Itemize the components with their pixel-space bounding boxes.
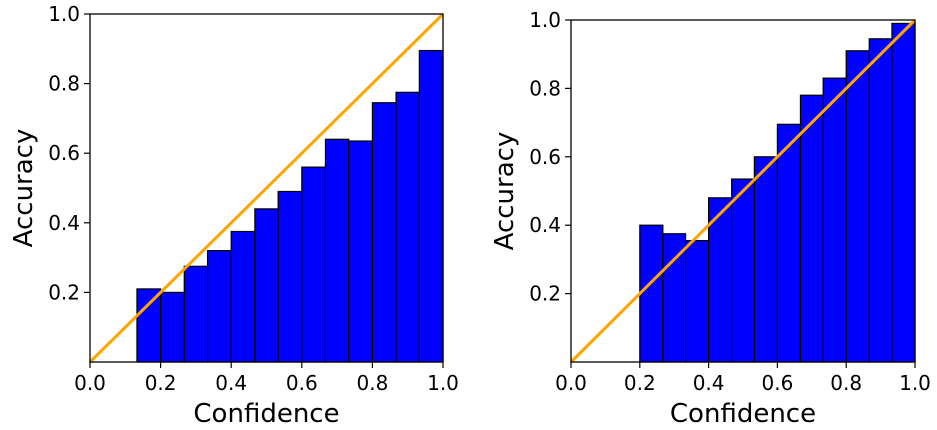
bar: [799, 94, 824, 363]
y-tick-label: 0.4: [529, 213, 561, 237]
perfect-calibration-line: [88, 12, 445, 364]
bar: [639, 224, 664, 363]
y-tick-label: 0.4: [48, 211, 80, 235]
bar: [206, 250, 232, 363]
bar: [324, 138, 350, 363]
y-tick-label: 1.0: [48, 2, 80, 26]
bar: [868, 38, 893, 363]
x-tick-label: 1.0: [899, 371, 931, 395]
x-tick-label: 0.6: [286, 371, 318, 395]
bar: [845, 50, 870, 363]
x-tick-label: 1.0: [427, 371, 459, 395]
y-tick-label: 0.6: [48, 141, 80, 165]
bar: [136, 288, 162, 363]
y-axis-label: Accuracy: [490, 132, 520, 251]
x-tick-label: 0.8: [830, 371, 862, 395]
bar: [418, 49, 444, 363]
perfect-calibration-line: [569, 18, 917, 364]
x-tick-label: 0.8: [356, 371, 388, 395]
x-tick-label: 0.0: [74, 371, 106, 395]
x-tick-label: 0.4: [693, 371, 725, 395]
bar: [371, 102, 397, 363]
x-tick-label: 0.0: [555, 371, 587, 395]
bar: [160, 291, 185, 363]
bar: [277, 190, 303, 363]
x-axis-label: Confidence: [670, 399, 816, 429]
y-tick-label: 0.2: [529, 282, 561, 306]
x-tick-label: 0.2: [145, 371, 177, 395]
axes-frame: [89, 13, 444, 363]
right-calibration-chart: 0.0 0.2 0.4 0.6 0.8 1.0 0.2 0.4 0.6 0.8 1.0 Confide…: [490, 8, 931, 429]
y-tick-label: 0.2: [48, 280, 80, 304]
axes-frame: [570, 19, 916, 363]
y-tick-label: 1.0: [529, 8, 561, 32]
bar: [776, 123, 802, 363]
left-calibration-chart: 0.0 0.2 0.4 0.6 0.8 1.0 0.2 0.4 0.6 0.8 1.0 Confide…: [9, 2, 459, 429]
x-tick-label: 0.2: [624, 371, 656, 395]
x-tick-label: 0.6: [761, 371, 793, 395]
bar: [395, 91, 420, 363]
bar: [753, 156, 778, 363]
bar: [731, 178, 755, 363]
bar: [301, 166, 327, 363]
bar: [230, 230, 256, 363]
bar: [891, 22, 916, 363]
bar: [684, 239, 710, 363]
y-tick-label: 0.6: [529, 145, 561, 169]
y-tick-label: 0.8: [48, 72, 80, 96]
bar: [822, 77, 847, 363]
x-axis-label: Confidence: [193, 399, 339, 429]
bar: [254, 208, 279, 363]
y-tick-label: 0.8: [529, 76, 561, 100]
bar: [348, 140, 373, 363]
bar: [183, 265, 209, 363]
x-tick-label: 0.4: [215, 371, 247, 395]
y-axis-label: Accuracy: [9, 129, 39, 248]
